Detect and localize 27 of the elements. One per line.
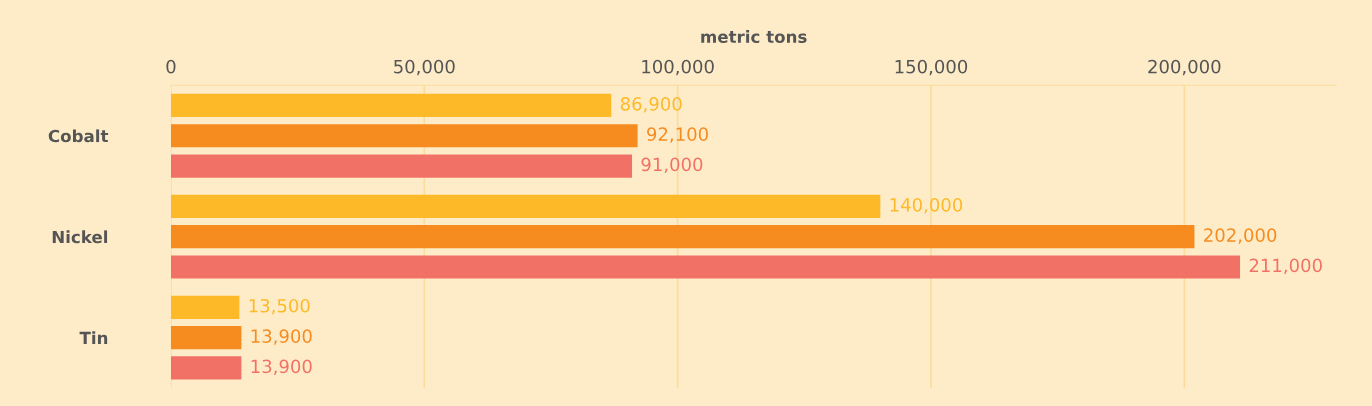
bar [170, 326, 242, 350]
y-tick-label: Nickel [52, 230, 108, 244]
bar [170, 124, 638, 148]
data-label: 13,900 [251, 359, 312, 376]
x-tick-label: 150,000 [895, 59, 968, 76]
data-label: 211,000 [1249, 258, 1322, 275]
x-tick-label: 100,000 [642, 59, 714, 76]
bar [170, 93, 612, 118]
bar [170, 356, 242, 380]
bar [170, 225, 1195, 249]
data-label: 86,900 [620, 97, 682, 113]
data-label: 91,000 [641, 157, 703, 174]
bar [170, 295, 240, 319]
x-tick-label: 50,000 [394, 59, 455, 76]
x-tick-label: 0 [166, 59, 176, 74]
data-label: 92,100 [647, 127, 708, 143]
data-label: 202,000 [1204, 228, 1277, 244]
y-tick-label: Cobalt [48, 129, 109, 143]
data-label: 140,000 [890, 197, 963, 214]
x-tick-label: 200,000 [1148, 59, 1221, 76]
bar [170, 194, 881, 219]
data-label: 13,900 [251, 329, 312, 345]
data-label: 13,500 [249, 298, 310, 315]
x-axis-title: metric tons [701, 30, 807, 44]
bar [170, 255, 1241, 279]
y-tick-label: Tin [79, 331, 108, 344]
bar [170, 154, 633, 178]
